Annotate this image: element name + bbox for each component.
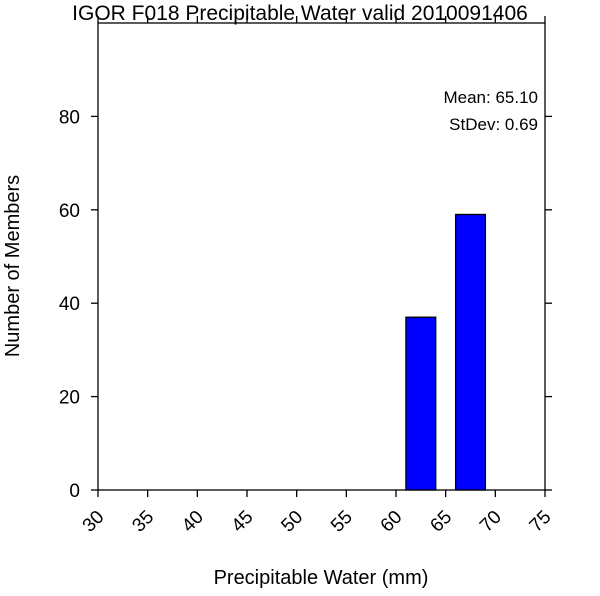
x-tick-label-35: 35 [128, 507, 158, 537]
y-axis-label: Number of Members [2, 175, 24, 357]
plot-frame [97, 22, 546, 491]
y-tick-label-20: 20 [59, 388, 80, 409]
y-axis: 0 20 40 60 80 [59, 107, 552, 502]
mean-annotation: Mean: 65.10 [443, 88, 538, 107]
x-tick-label-30: 30 [79, 507, 109, 537]
x-tick-label-55: 55 [327, 507, 357, 537]
x-tick-label-75: 75 [526, 507, 556, 537]
x-tick-label-70: 70 [476, 507, 506, 537]
histogram-bar-1 [405, 316, 437, 491]
x-tick-label-40: 40 [178, 507, 208, 537]
x-tick-label-60: 60 [377, 507, 407, 537]
x-axis-label: Precipitable Water (mm) [214, 567, 429, 589]
y-tick-label-60: 60 [59, 201, 80, 222]
y-tick-label-80: 80 [59, 107, 80, 128]
y-tick-label-0: 0 [69, 481, 80, 502]
histogram-bar-2 [454, 213, 487, 491]
y-tick-label-40: 40 [59, 294, 80, 315]
x-tick-label-50: 50 [277, 507, 307, 537]
bars-layer [405, 213, 487, 491]
x-tick-label-45: 45 [228, 507, 258, 537]
stdev-annotation: StDev: 0.69 [449, 115, 538, 134]
x-tick-label-65: 65 [426, 507, 456, 537]
chart-title: IGOR F018 Precipitable Water valid 20100… [72, 2, 528, 25]
